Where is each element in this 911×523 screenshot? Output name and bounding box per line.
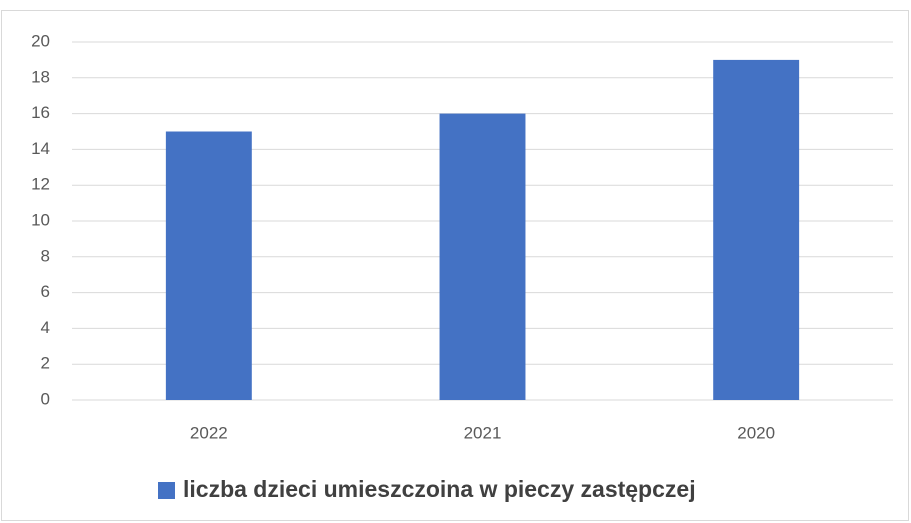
y-tick-label: 18 bbox=[31, 67, 50, 86]
y-tick-label: 8 bbox=[41, 246, 50, 265]
bar bbox=[165, 131, 252, 400]
y-tick-label: 6 bbox=[41, 282, 50, 301]
y-tick-label: 0 bbox=[41, 389, 50, 408]
bar bbox=[439, 113, 526, 400]
y-tick-label: 2 bbox=[41, 354, 50, 373]
y-tick-label: 10 bbox=[31, 210, 50, 229]
x-tick-label: 2021 bbox=[464, 423, 502, 442]
y-tick-label: 14 bbox=[31, 139, 50, 158]
y-tick-label: 16 bbox=[31, 103, 50, 122]
y-tick-label: 4 bbox=[41, 318, 50, 337]
y-tick-label: 20 bbox=[31, 31, 50, 50]
x-tick-label: 2020 bbox=[737, 423, 775, 442]
legend-swatch bbox=[158, 482, 175, 499]
bar bbox=[713, 59, 800, 401]
legend-label: liczba dzieci umieszczoina w pieczy zast… bbox=[183, 476, 696, 502]
y-tick-label: 12 bbox=[31, 175, 50, 194]
x-tick-label: 2022 bbox=[190, 423, 228, 442]
